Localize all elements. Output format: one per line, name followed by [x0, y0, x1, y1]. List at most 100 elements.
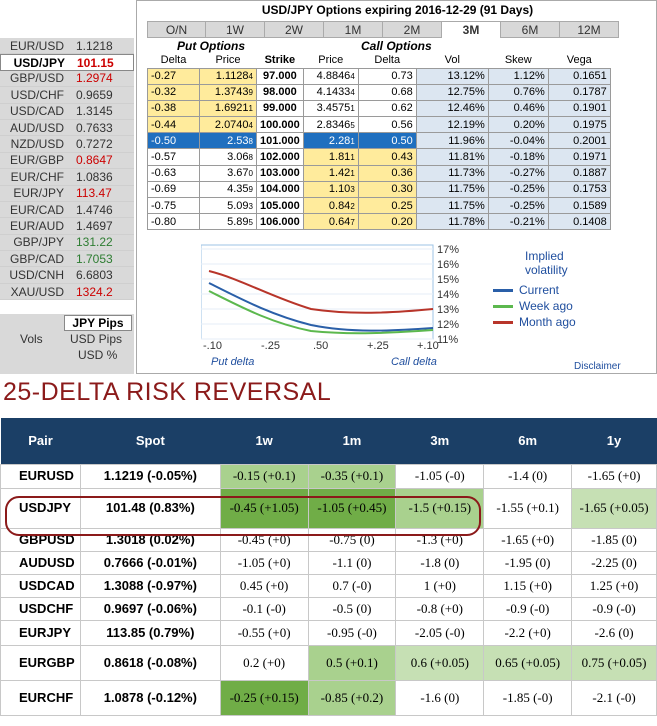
- usd-pips-option[interactable]: USD Pips: [70, 332, 123, 346]
- sidebar-pair-nzd-usd[interactable]: NZD/USD 0.7272: [0, 136, 134, 153]
- tab-2m[interactable]: 2M: [383, 21, 442, 38]
- pair-rate: 131.22: [76, 235, 113, 250]
- cell-subdigit: 4: [248, 120, 253, 130]
- sidebar-pair-xau-usd[interactable]: XAU/USD 1324.2: [0, 284, 134, 301]
- rr-value: 0.7 (-0): [307, 573, 397, 598]
- chart-plot-area: [201, 244, 434, 340]
- options-cell: 98.000: [256, 83, 304, 101]
- pair-name: EUR/JPY: [13, 186, 64, 201]
- cell-value: 0.84: [328, 199, 351, 212]
- rr-row-eurchf: EURCHF 1.0878 (-0.12%) -0.25 (+0.15) -0.85 …: [0, 679, 657, 716]
- tab-1m[interactable]: 1M: [324, 21, 383, 38]
- rr-value: -0.45 (+1.05): [219, 487, 309, 529]
- sidebar-pair-aud-usd[interactable]: AUD/USD 0.7633: [0, 120, 134, 137]
- rr-col-header: 3m: [395, 418, 484, 464]
- options-cell: 3.670: [199, 164, 257, 182]
- disclaimer-link[interactable]: Disclaimer: [574, 361, 621, 372]
- options-cell: 12.19%: [415, 116, 489, 134]
- pair-rate: 101.15: [77, 55, 114, 70]
- rr-value: -1.95 (0): [483, 550, 573, 575]
- cell-value: 105.000: [260, 199, 300, 212]
- legend-label: Current: [519, 283, 560, 297]
- options-cell: 0.2001: [547, 132, 611, 150]
- options-cell: 0.50: [357, 132, 417, 150]
- rr-value: -1.65 (+0): [571, 463, 657, 489]
- cell-value: 102.000: [260, 151, 300, 164]
- rr-spot: 1.1219 (-0.05%): [79, 463, 221, 489]
- sidebar-pair-gbp-jpy[interactable]: GBP/JPY 131.22: [0, 235, 134, 252]
- options-cell: 4.88464: [302, 67, 359, 85]
- tab-2w[interactable]: 2W: [265, 21, 324, 38]
- options-row: -0.27 1.11284 97.000 4.88464 0.73 13.12% 1.12%…: [147, 67, 611, 85]
- cell-value: 0.1975: [573, 118, 607, 131]
- cell-value: 11.81%: [448, 151, 485, 164]
- cell-value: 3.67: [227, 167, 249, 180]
- rr-value: -1.05 (+0): [219, 550, 309, 575]
- options-cell: 1.11284: [199, 67, 257, 85]
- options-cell: 100.000: [256, 116, 304, 134]
- options-cell: 2.538: [199, 132, 257, 150]
- sidebar-pair-eur-gbp[interactable]: EUR/GBP 0.8647: [0, 153, 134, 170]
- sidebar-pair-usd-cad[interactable]: USD/CAD 1.3145: [0, 104, 134, 120]
- options-cell: 2.83465: [302, 116, 359, 134]
- options-cell: 102.000: [256, 148, 304, 166]
- x-tick-label: .50: [313, 340, 328, 352]
- legend-label: Week ago: [519, 299, 573, 313]
- series-week-ago: [208, 290, 434, 335]
- options-cell: 4.14334: [302, 83, 359, 101]
- cell-value: 99.000: [263, 102, 297, 115]
- pair-name: GBP/JPY: [13, 235, 64, 250]
- cell-value: 5.89: [227, 215, 249, 228]
- rr-pair: USDCAD: [0, 573, 81, 598]
- rr-spot: 0.8618 (-0.08%): [79, 644, 221, 681]
- tab-on[interactable]: O/N: [147, 21, 206, 38]
- pair-name: USD/JPY: [13, 55, 65, 70]
- sidebar-pair-eur-usd[interactable]: EUR/USD 1.1218: [0, 38, 134, 55]
- sidebar-pair-usd-chf[interactable]: USD/CHF 0.9659: [0, 87, 134, 104]
- sidebar-pair-eur-jpy[interactable]: EUR/JPY 113.47: [0, 186, 134, 202]
- sidebar-pair-usd-cnh[interactable]: USD/CNH 6.6803: [0, 267, 134, 284]
- options-cell: -0.18%: [487, 148, 549, 166]
- sidebar-pair-gbp-usd[interactable]: GBP/USD 1.2974: [0, 71, 134, 88]
- options-cell: -0.44: [147, 116, 200, 134]
- tab-6m[interactable]: 6M: [501, 21, 560, 38]
- rr-pair: EURCHF: [0, 679, 81, 716]
- cell-value: 98.000: [263, 86, 297, 99]
- rr-value: 0.45 (+0): [219, 573, 309, 598]
- legend-swatch: [493, 304, 513, 308]
- tab-12m[interactable]: 12M: [560, 21, 619, 38]
- rr-row-audusd: AUDUSD 0.7666 (-0.01%) -1.05 (+0) -1.1 (0) -…: [0, 550, 657, 575]
- cell-value: 0.1589: [573, 199, 607, 212]
- usd-percent-option[interactable]: USD %: [78, 348, 118, 362]
- pips-header[interactable]: JPY Pips: [64, 315, 132, 331]
- options-cell: 2.07404: [199, 116, 257, 134]
- options-cell: -0.50: [147, 132, 200, 150]
- sidebar-pair-eur-aud[interactable]: EUR/AUD 1.4697: [0, 218, 134, 235]
- put-options-label: Put Options: [177, 39, 245, 53]
- tab-1w[interactable]: 1W: [206, 21, 265, 38]
- legend-label: Month ago: [519, 315, 576, 329]
- pair-name: GBP/CAD: [9, 251, 64, 266]
- tab-3m[interactable]: 3M: [442, 21, 501, 38]
- options-row: -0.50 2.538 101.000 2.281 0.50 11.96% -0.04% 0.…: [147, 132, 611, 150]
- cell-value: 103.000: [260, 167, 300, 180]
- cell-value: 12.75%: [447, 86, 485, 99]
- cell-value: -0.25%: [509, 199, 545, 212]
- cell-value: 11.73%: [448, 167, 485, 180]
- sidebar-pair-eur-cad[interactable]: EUR/CAD 1.4746: [0, 202, 134, 219]
- cell-subdigit: 1: [350, 136, 355, 146]
- options-cell: 0.62: [357, 99, 417, 118]
- options-col-header: Strike: [264, 54, 296, 67]
- sidebar-pair-gbp-cad[interactable]: GBP/CAD 1.7053: [0, 251, 134, 268]
- cell-value: 0.1887: [573, 167, 607, 180]
- pair-name: NZD/USD: [10, 137, 64, 152]
- legend-title: Implied: [525, 249, 564, 263]
- options-cell: 0.1901: [547, 99, 611, 118]
- cell-value: -0.38: [151, 102, 177, 115]
- options-cell: 4.359: [199, 180, 257, 199]
- cell-value: -0.21%: [509, 215, 545, 228]
- sidebar-pair-eur-chf[interactable]: EUR/CHF 1.0836: [0, 169, 134, 186]
- options-table: Delta Price Strike Price Delta Vol Skew Vega -0.…: [147, 53, 611, 231]
- options-cell: 0.1787: [547, 83, 611, 101]
- sidebar-pair-usd-jpy[interactable]: USD/JPY 101.15: [0, 54, 134, 71]
